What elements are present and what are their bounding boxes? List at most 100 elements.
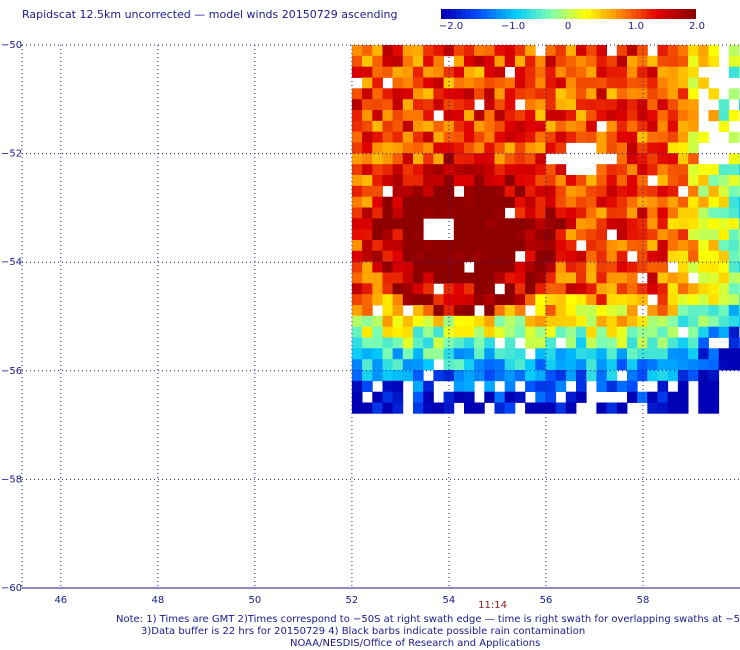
wind-cell [464, 326, 475, 338]
wind-cell [351, 185, 363, 197]
wind-cell [443, 370, 455, 382]
wind-cell [616, 77, 628, 89]
wind-cell [565, 88, 577, 100]
wind-cell [698, 218, 709, 230]
wind-cell [586, 131, 597, 143]
wind-cell [535, 207, 546, 219]
wind-cell [453, 348, 465, 360]
wind-cell [718, 272, 730, 284]
wind-cell [494, 99, 506, 111]
wind-cell [616, 142, 628, 154]
wind-cell [474, 131, 485, 143]
wind-cell [718, 196, 730, 208]
wind-cell [647, 315, 658, 327]
colorbar-segment [526, 9, 532, 19]
wind-cell [382, 164, 394, 176]
wind-cell [351, 272, 363, 284]
wind-cell [382, 153, 394, 165]
wind-cell [688, 294, 699, 306]
colorbar-segment [596, 9, 602, 19]
wind-cell [504, 153, 516, 165]
wind-cell [535, 164, 546, 176]
wind-cell [657, 66, 669, 78]
wind-cell [606, 131, 618, 143]
wind-cell [392, 66, 404, 78]
wind-cell [677, 55, 689, 67]
colorbar-segment [456, 9, 462, 19]
wind-cell [443, 294, 455, 306]
wind-cell [688, 370, 699, 382]
wind-cell [504, 391, 516, 403]
wind-cell [423, 120, 434, 132]
wind-cell [545, 305, 557, 317]
wind-cell [514, 164, 526, 176]
wind-cell [464, 402, 475, 414]
wind-cell [616, 185, 628, 197]
wind-cell [545, 110, 557, 122]
wind-cell [718, 120, 730, 132]
wind-cell [657, 207, 669, 219]
wind-cell [728, 261, 740, 273]
wind-cell [504, 110, 516, 122]
wind-cell [647, 164, 658, 176]
wind-cell [525, 164, 536, 176]
wind-cell [677, 175, 689, 187]
wind-cell [433, 272, 444, 284]
wind-cell [545, 218, 557, 230]
wind-cell [677, 250, 689, 262]
wind-cell [504, 45, 516, 57]
wind-cell [545, 337, 557, 349]
colorbar-segment [641, 9, 647, 19]
wind-cell [484, 326, 495, 338]
wind-cell [413, 142, 424, 154]
wind-cell [514, 294, 526, 306]
wind-cell [565, 294, 577, 306]
wind-cell [545, 99, 557, 111]
wind-cell [362, 359, 373, 371]
wind-cell [535, 196, 546, 208]
wind-cell [484, 305, 495, 317]
wind-cell [586, 305, 597, 317]
wind-cell [351, 326, 363, 338]
wind-cell [464, 55, 475, 67]
wind-cell [525, 185, 536, 197]
wind-cell [616, 348, 628, 360]
wind-cell [616, 305, 628, 317]
wind-cell [382, 326, 394, 338]
wind-cell [698, 229, 709, 241]
wind-cell [433, 196, 444, 208]
wind-cell [402, 131, 414, 143]
colorbar-segment [616, 9, 622, 19]
wind-cell [351, 348, 363, 360]
wind-cell [627, 370, 638, 382]
wind-cell [576, 110, 587, 122]
wind-cell [402, 326, 414, 338]
wind-cell [525, 261, 536, 273]
wind-cell [647, 120, 658, 132]
wind-cell [392, 402, 404, 414]
wind-cell [545, 240, 557, 252]
wind-cell [616, 326, 628, 338]
wind-cell [372, 110, 383, 122]
wind-cell [596, 370, 607, 382]
colorbar-segment [461, 9, 467, 19]
wind-cell [637, 45, 648, 57]
wind-cell [545, 77, 557, 89]
wind-cell [484, 250, 495, 262]
wind-cell [351, 207, 363, 219]
wind-cell [423, 294, 434, 306]
wind-cell [576, 391, 587, 403]
wind-cell [677, 153, 689, 165]
wind-cell [464, 250, 475, 262]
wind-cell [402, 348, 414, 360]
wind-cell [698, 370, 709, 382]
wind-cell [433, 185, 444, 197]
wind-cell [423, 326, 434, 338]
wind-cell [362, 142, 373, 154]
wind-cell [423, 99, 434, 111]
wind-cell [443, 196, 455, 208]
wind-cell [514, 110, 526, 122]
wind-cell [535, 294, 546, 306]
wind-cell [453, 359, 465, 371]
wind-cell [667, 175, 679, 187]
